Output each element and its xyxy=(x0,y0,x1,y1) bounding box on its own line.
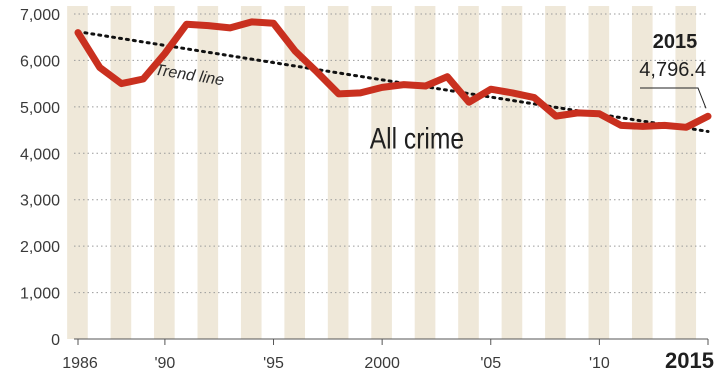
data-point xyxy=(618,122,625,129)
data-point xyxy=(140,76,147,83)
x-tick-label: '10 xyxy=(589,355,610,372)
x-tick-label: 2015 xyxy=(665,348,714,373)
year-band xyxy=(588,6,610,339)
data-point xyxy=(183,21,190,28)
series-line-all-crime xyxy=(74,18,712,131)
x-axis-ticks: 1986 '90 '95 2000 '05 '10 2015 xyxy=(62,339,714,373)
x-tick-label: 1986 xyxy=(62,355,98,372)
data-point xyxy=(487,86,494,93)
y-axis-ticks: 0 1,000 2,000 3,000 4,000 5,000 6,000 7,000 xyxy=(20,7,60,349)
year-band xyxy=(675,6,697,339)
year-band xyxy=(631,6,653,339)
callout-year: 2015 xyxy=(653,31,698,53)
year-band xyxy=(197,6,219,339)
data-point xyxy=(683,124,690,131)
data-point xyxy=(531,94,538,101)
data-point xyxy=(422,82,429,89)
year-band xyxy=(371,6,392,339)
year-band xyxy=(110,6,132,339)
year-band xyxy=(327,6,349,339)
data-point xyxy=(661,122,668,129)
y-tick-label: 6,000 xyxy=(20,53,60,70)
data-point xyxy=(270,20,277,27)
data-point xyxy=(96,64,103,71)
data-point xyxy=(357,89,364,96)
y-tick-label: 7,000 xyxy=(20,7,60,24)
data-point xyxy=(75,29,82,36)
y-tick-label: 4,000 xyxy=(20,146,60,163)
x-tick-label: '05 xyxy=(480,355,501,372)
year-band xyxy=(67,6,88,339)
data-point xyxy=(248,18,255,25)
data-point xyxy=(379,84,386,91)
data-point xyxy=(552,113,559,120)
year-band xyxy=(240,6,262,339)
year-band xyxy=(154,6,175,339)
data-point xyxy=(161,50,168,57)
data-point xyxy=(509,89,516,96)
x-tick-label: '90 xyxy=(154,355,175,372)
data-point xyxy=(466,99,473,106)
data-point xyxy=(400,81,407,88)
x-tick-label: '95 xyxy=(263,355,284,372)
year-band xyxy=(501,6,523,339)
y-tick-label: 2,000 xyxy=(20,239,60,256)
data-point xyxy=(335,90,342,97)
y-tick-label: 0 xyxy=(51,332,60,349)
series-label-all-crime: All crime xyxy=(370,121,464,155)
y-tick-label: 3,000 xyxy=(20,193,60,210)
data-point xyxy=(227,24,234,31)
y-tick-label: 5,000 xyxy=(20,100,60,117)
data-point xyxy=(596,110,603,117)
data-point xyxy=(574,109,581,116)
data-point xyxy=(705,113,712,120)
year-band xyxy=(284,6,306,339)
x-tick-label: 2000 xyxy=(364,355,400,372)
year-band xyxy=(545,6,566,339)
callout-pointer xyxy=(640,87,707,109)
data-point xyxy=(313,69,320,76)
year-band xyxy=(458,6,479,339)
callout-value: 4,796.4 xyxy=(639,59,706,81)
data-point xyxy=(118,80,125,87)
year-band xyxy=(414,6,436,339)
data-point xyxy=(292,48,299,55)
data-point xyxy=(444,73,451,80)
data-point xyxy=(639,123,646,130)
y-tick-label: 1,000 xyxy=(20,286,60,303)
callout-2015: 2015 4,796.4 xyxy=(639,31,707,109)
data-point xyxy=(205,22,212,29)
